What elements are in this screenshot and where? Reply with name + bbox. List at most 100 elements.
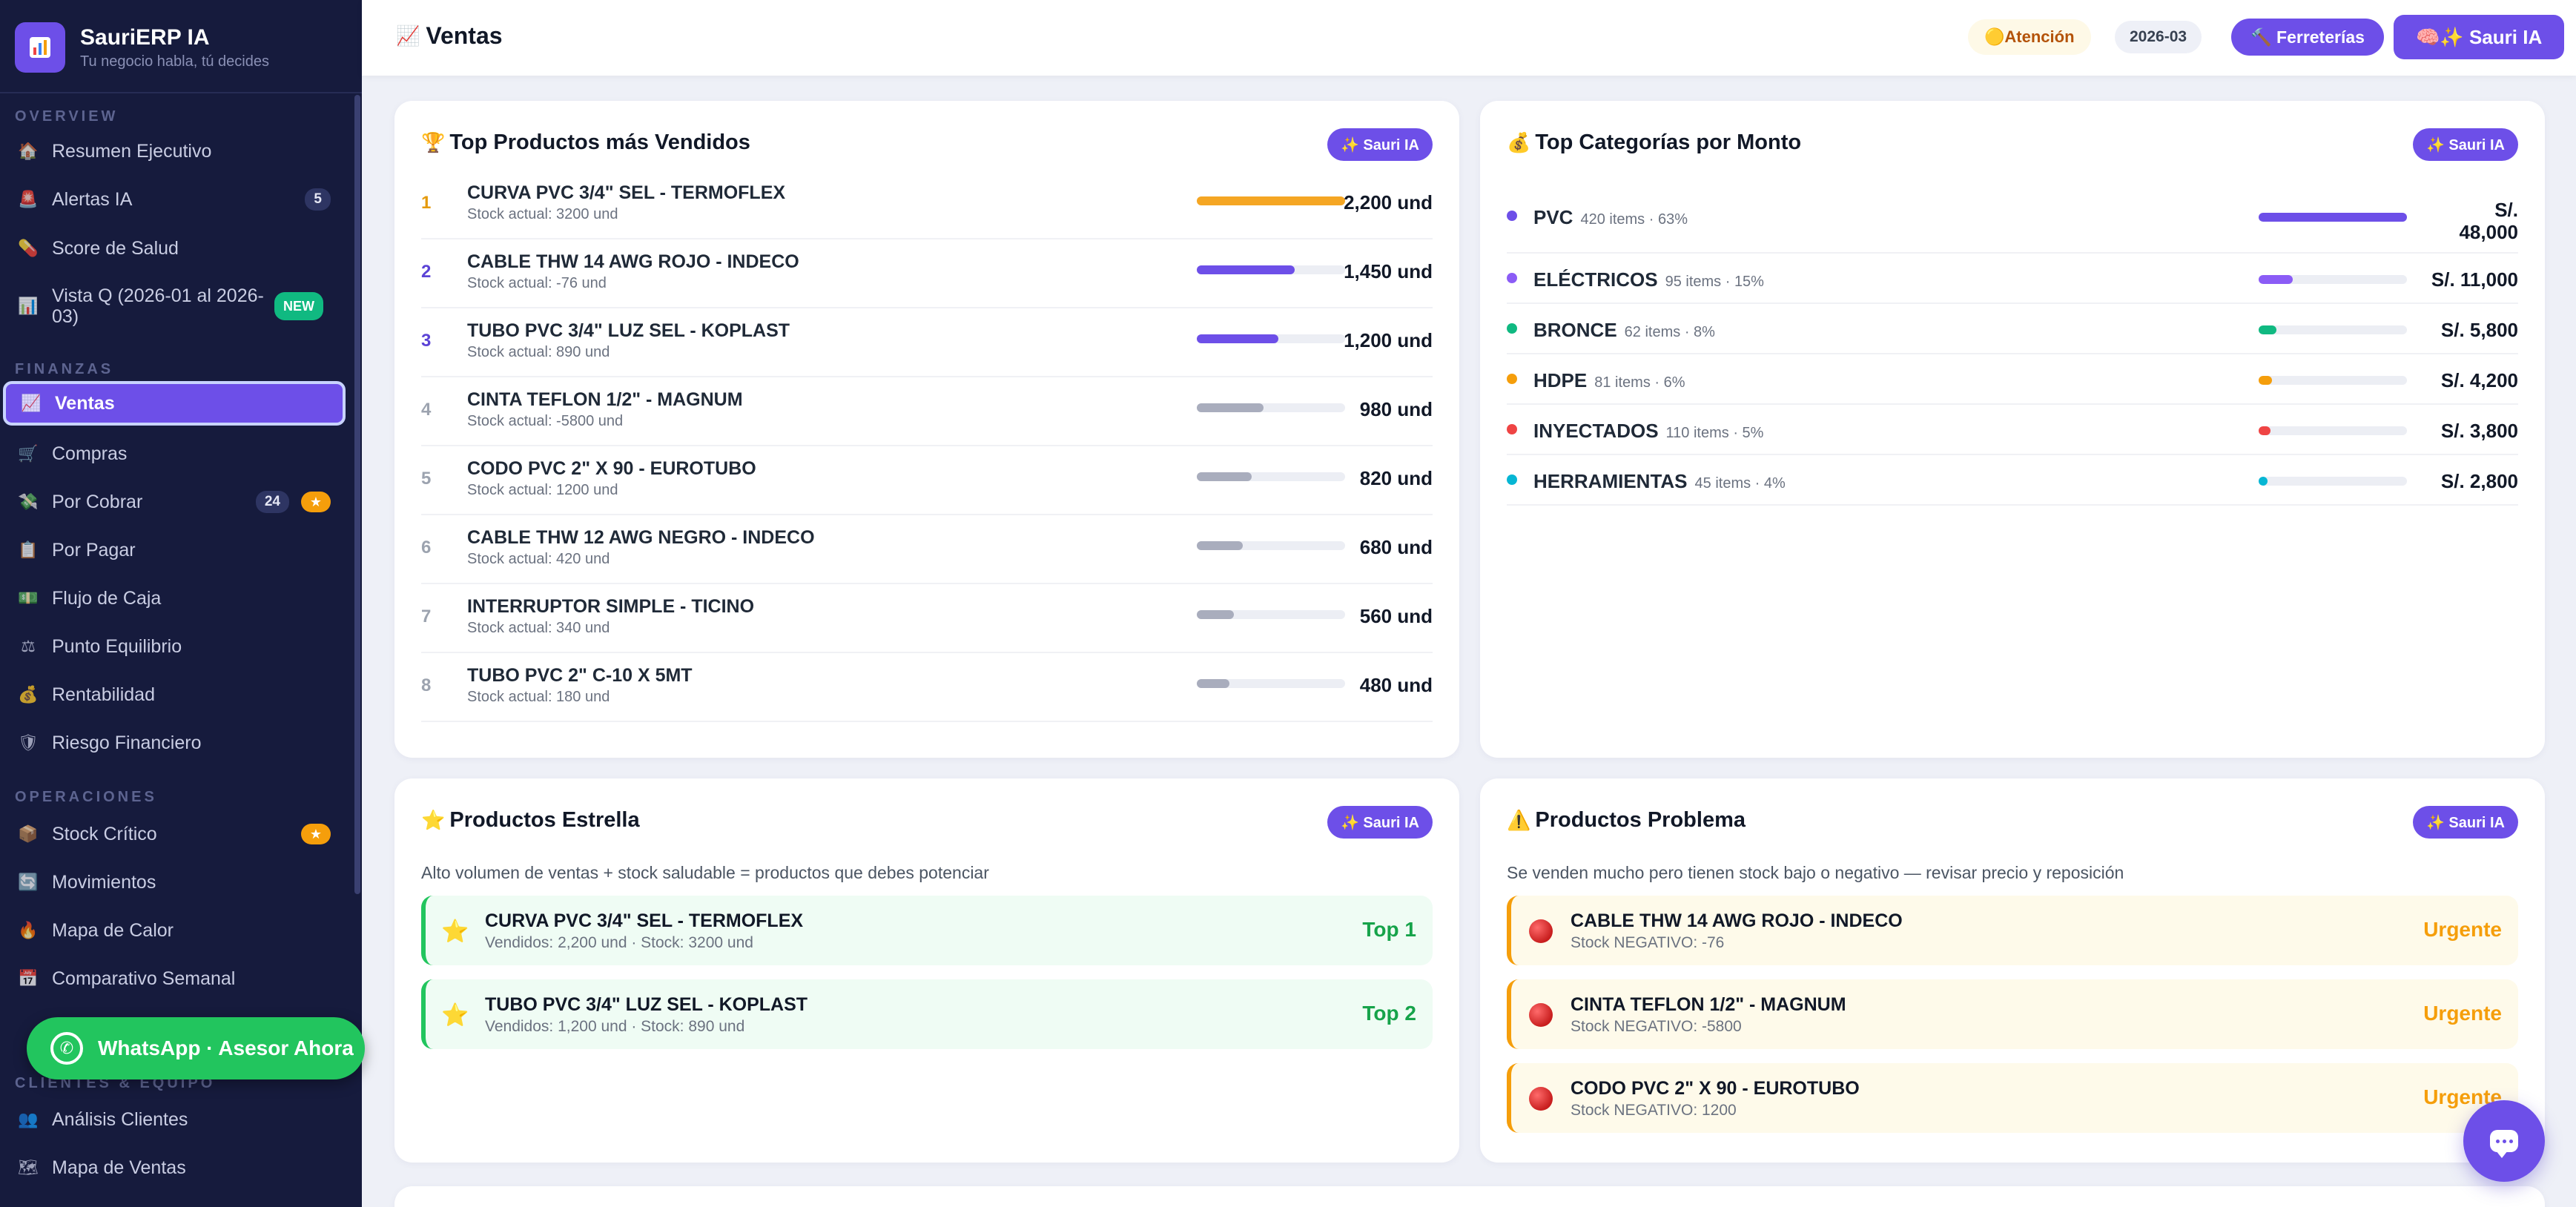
product-name: CINTA TEFLON 1/2" - MAGNUM [467,389,743,410]
category-dot [1507,323,1517,334]
rank-number: 4 [421,400,432,420]
sidebar-item-punto-equilibrio[interactable]: ⚖ Punto Equilibrio [3,624,346,669]
table-row[interactable]: BRONCE 62 items · 8% S/. 5,800 [1507,304,2518,354]
cycle-icon: 🔄 [18,873,39,891]
card-title: ⭐ Productos Estrella [421,808,640,833]
sidebar-item-mapa-de-calor[interactable]: 🔥 Mapa de Calor [3,908,346,953]
progress-track [1197,679,1345,688]
sidebar-item-rentabilidad[interactable]: 💰 Rentabilidad [3,672,346,717]
sidebar-item-stock-critico[interactable]: 📦 Stock Crítico ★ [3,812,346,856]
sidebar-item-label: Riesgo Financiero [52,732,202,753]
table-row[interactable]: INYECTADOS 110 items · 5% S/. 3,800 [1507,405,2518,455]
sauri-ia-chip[interactable]: ✨ Sauri IA [2412,128,2518,161]
category-meta: 45 items · 4% [1694,475,1786,492]
sector-button[interactable]: 🔨 Ferreterías [2231,19,2384,56]
list-item[interactable]: ⭐ TUBO PVC 3/4" LUZ SEL - KOPLAST Vendidos… [421,979,1433,1049]
category-meta: 81 items · 6% [1594,374,1685,391]
category-meta: 420 items · 63% [1580,211,1688,228]
table-row[interactable]: 2 CABLE THW 14 AWG ROJO - INDECO Stock act… [421,239,1433,308]
sauri-ia-chip[interactable]: ✨ Sauri IA [2412,806,2518,839]
progress-fill [2259,275,2293,284]
sidebar-item-label: Vista Q (2026-01 al 2026-03) [52,285,264,327]
health-icon: 💊 [18,239,39,257]
sidebar-item-resumen-ejecutivo[interactable]: 🏠 Resumen Ejecutivo [3,129,346,173]
sidebar-item-compras[interactable]: 🛒 Compras [3,431,346,476]
sidebar-item-label: Por Cobrar [52,491,143,512]
rank-tag: Top 1 [1362,918,1416,941]
category-amount: S/. 4,200 [2440,369,2518,391]
cash-icon: 💵 [18,589,39,607]
table-row[interactable]: 6 CABLE THW 12 AWG NEGRO - INDECO Stock ac… [421,515,1433,584]
sidebar-item-por-cobrar[interactable]: 💸 Por Cobrar 24 ★ [3,480,346,524]
attention-badge[interactable]: 🟡Atención [1968,19,2091,55]
product-name: CABLE THW 14 AWG ROJO - INDECO [467,251,799,272]
table-row[interactable]: 4 CINTA TEFLON 1/2" - MAGNUM Stock actual:… [421,377,1433,446]
period-badge[interactable]: 2026-03 [2115,21,2202,53]
balance-icon: ⚖ [21,637,36,655]
progress-fill [1197,541,1243,550]
star-icon: ⭐ [441,1002,469,1028]
list-item[interactable]: CABLE THW 14 AWG ROJO - INDECO Stock NEGA… [1507,896,2518,965]
table-row[interactable]: PVC 420 items · 63% S/. 48,000 [1507,191,2518,254]
product-detail: Vendidos: 1,200 und · Stock: 890 und [485,1018,745,1035]
progress-fill [2259,376,2272,385]
sidebar-item-flujo-de-caja[interactable]: 💵 Flujo de Caja [3,576,346,621]
shield-icon: 🛡 [18,733,39,752]
table-row[interactable]: ELÉCTRICOS 95 items · 15% S/. 11,000 [1507,254,2518,304]
sidebar-item-analisis-clientes[interactable]: 👥 Análisis Clientes [3,1097,346,1142]
count-badge: 24 [255,491,289,513]
product-name: CODO PVC 2" X 90 - EUROTUBO [467,458,756,479]
brand[interactable]: SauriERP IA Tu negocio habla, tú decides [15,22,269,73]
table-row[interactable]: 1 CURVA PVC 3/4" SEL - TERMOFLEX Stock act… [421,171,1433,239]
category-label: HERRAMIENTAS [1533,470,1688,492]
sidebar-item-alertas-ia[interactable]: 🚨 Alertas IA 5 [3,177,346,222]
progress-fill [1197,196,1345,205]
table-row[interactable]: HDPE 81 items · 6% S/. 4,200 [1507,354,2518,405]
sauri-ia-chip[interactable]: ✨ Sauri IA [1327,128,1433,161]
whatsapp-button[interactable]: ✆ WhatsApp · Asesor Ahora [27,1017,365,1079]
list-item[interactable]: ⭐ CURVA PVC 3/4" SEL - TERMOFLEX Vendidos:… [421,896,1433,965]
card-title-text: Productos Estrella [449,808,640,832]
sidebar-item-vista-q[interactable]: 📊 Vista Q (2026-01 al 2026-03) NEW [3,282,346,331]
sidebar-item-movimientos[interactable]: 🔄 Movimientos [3,860,346,905]
calendar-icon: 📅 [18,969,39,988]
progress-fill [2259,213,2407,222]
sidebar-item-riesgo-financiero[interactable]: 🛡 Riesgo Financiero [3,721,346,765]
category-name: INYECTADOS 110 items · 5% [1533,420,1763,443]
product-name: CABLE THW 14 AWG ROJO - INDECO [1571,910,1903,931]
sidebar-item-comparativo-semanal[interactable]: 📅 Comparativo Semanal [3,956,346,1001]
table-row[interactable]: 7 INTERRUPTOR SIMPLE - TICINO Stock actual… [421,584,1433,653]
sidebar-item-mapa-de-ventas[interactable]: 🗺 Mapa de Ventas [3,1145,346,1190]
product-quantity: 2,200 und [1344,191,1433,214]
whatsapp-icon: ✆ [50,1032,83,1065]
warning-icon: ⚠️ [1507,809,1531,831]
table-row[interactable]: 8 TUBO PVC 2" C-10 X 5MT Stock actual: 180… [421,653,1433,722]
star-icon: ⭐ [421,809,446,831]
progress-fill [2259,325,2276,334]
money-bag-icon: 💰 [1507,131,1531,153]
product-stock: Stock actual: 3200 und [467,206,618,222]
table-row[interactable]: HERRAMIENTAS 45 items · 4% S/. 2,800 [1507,455,2518,506]
star-badge-icon: ★ [301,824,331,844]
progress-fill [1197,610,1234,619]
sidebar-item-por-pagar[interactable]: 📋 Por Pagar [3,528,346,572]
category-amount: S/. 48,000 [2459,199,2518,243]
card-title-text: Top Productos más Vendidos [449,130,750,154]
users-icon: 👥 [18,1110,39,1128]
sidebar-item-ventas[interactable]: 📈 Ventas [3,381,346,426]
sidebar-scrollbar[interactable] [354,95,360,894]
table-row[interactable]: 3 TUBO PVC 3/4" LUZ SEL - KOPLAST Stock ac… [421,308,1433,377]
sidebar-item-score-de-salud[interactable]: 💊 Score de Salud [3,226,346,271]
table-row[interactable]: 5 CODO PVC 2" X 90 - EUROTUBO Stock actual… [421,446,1433,515]
sauri-ia-button[interactable]: 🧠✨ Sauri IA [2394,15,2565,59]
card-title: ⚠️ Productos Problema [1507,808,1746,833]
alert-icon: 🚨 [18,190,39,208]
list-item[interactable]: CODO PVC 2" X 90 - EUROTUBO Stock NEGATIV… [1507,1063,2518,1133]
house-icon: 🏠 [18,142,39,160]
sidebar-item-label: Resumen Ejecutivo [52,140,212,162]
sauri-ia-chip[interactable]: ✨ Sauri IA [1327,806,1433,839]
product-quantity: 1,200 und [1344,329,1433,351]
chat-button[interactable] [2463,1100,2545,1182]
product-detail: Stock NEGATIVO: -5800 [1571,1018,1742,1035]
list-item[interactable]: CINTA TEFLON 1/2" - MAGNUM Stock NEGATIVO… [1507,979,2518,1049]
